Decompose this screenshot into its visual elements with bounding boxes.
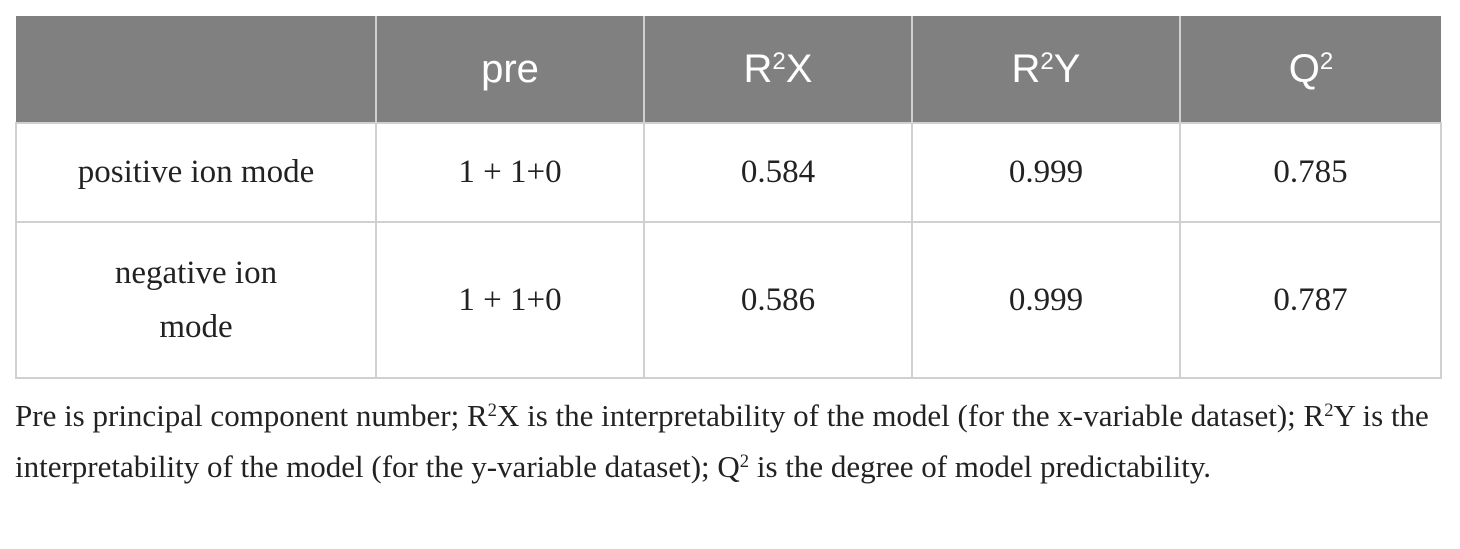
cell: 0.785 xyxy=(1179,122,1442,223)
cell: positive ion mode xyxy=(15,122,377,223)
cell: negative ion mode xyxy=(15,221,377,379)
cell: 0.787 xyxy=(1179,221,1442,379)
superscript: 2 xyxy=(739,450,750,472)
header-cell: Q2 xyxy=(1179,16,1441,124)
header-text: Q xyxy=(1288,46,1320,91)
cell: 0.584 xyxy=(643,122,913,223)
cell: 1 + 1+0 xyxy=(375,122,645,223)
header-text: X xyxy=(785,46,813,91)
note-text: Y is the interpretability of the model (… xyxy=(15,398,1429,484)
header-text: R xyxy=(743,46,773,91)
superscript: 2 xyxy=(1040,47,1054,75)
note-text: X is the interpretability of the model (… xyxy=(496,398,1325,433)
cell-text: negative ion mode xyxy=(114,255,278,345)
table-row: positive ion mode 1 + 1+0 0.584 0.999 0.… xyxy=(15,122,1442,223)
cell: 1 + 1+0 xyxy=(375,221,645,379)
header-text: Y xyxy=(1053,46,1081,91)
header-text: pre xyxy=(481,46,539,91)
superscript: 2 xyxy=(1324,399,1334,421)
superscript: 2 xyxy=(1319,47,1334,75)
superscript: 2 xyxy=(487,399,497,421)
header-cell xyxy=(16,16,377,124)
superscript: 2 xyxy=(772,47,786,75)
header-text: R xyxy=(1011,46,1041,91)
footnote: Pre is principal component number; R2X i… xyxy=(15,390,1450,492)
header-cell: pre xyxy=(375,16,645,124)
note-text: is the degree of model predictability. xyxy=(749,449,1212,484)
table-row: negative ion mode 1 + 1+0 0.586 0.999 0.… xyxy=(15,221,1442,379)
cell: 0.999 xyxy=(911,122,1181,223)
cell: 0.586 xyxy=(643,221,913,379)
header-cell: R2X xyxy=(643,16,913,124)
header-cell: R2Y xyxy=(911,16,1181,124)
results-table: pre R2X R2Y Q2 positive ion mode 1 + 1+0… xyxy=(15,16,1442,379)
note-text: Pre is principal component number; R xyxy=(15,398,488,433)
cell: 0.999 xyxy=(911,221,1181,379)
header-row: pre R2X R2Y Q2 xyxy=(16,16,1441,124)
